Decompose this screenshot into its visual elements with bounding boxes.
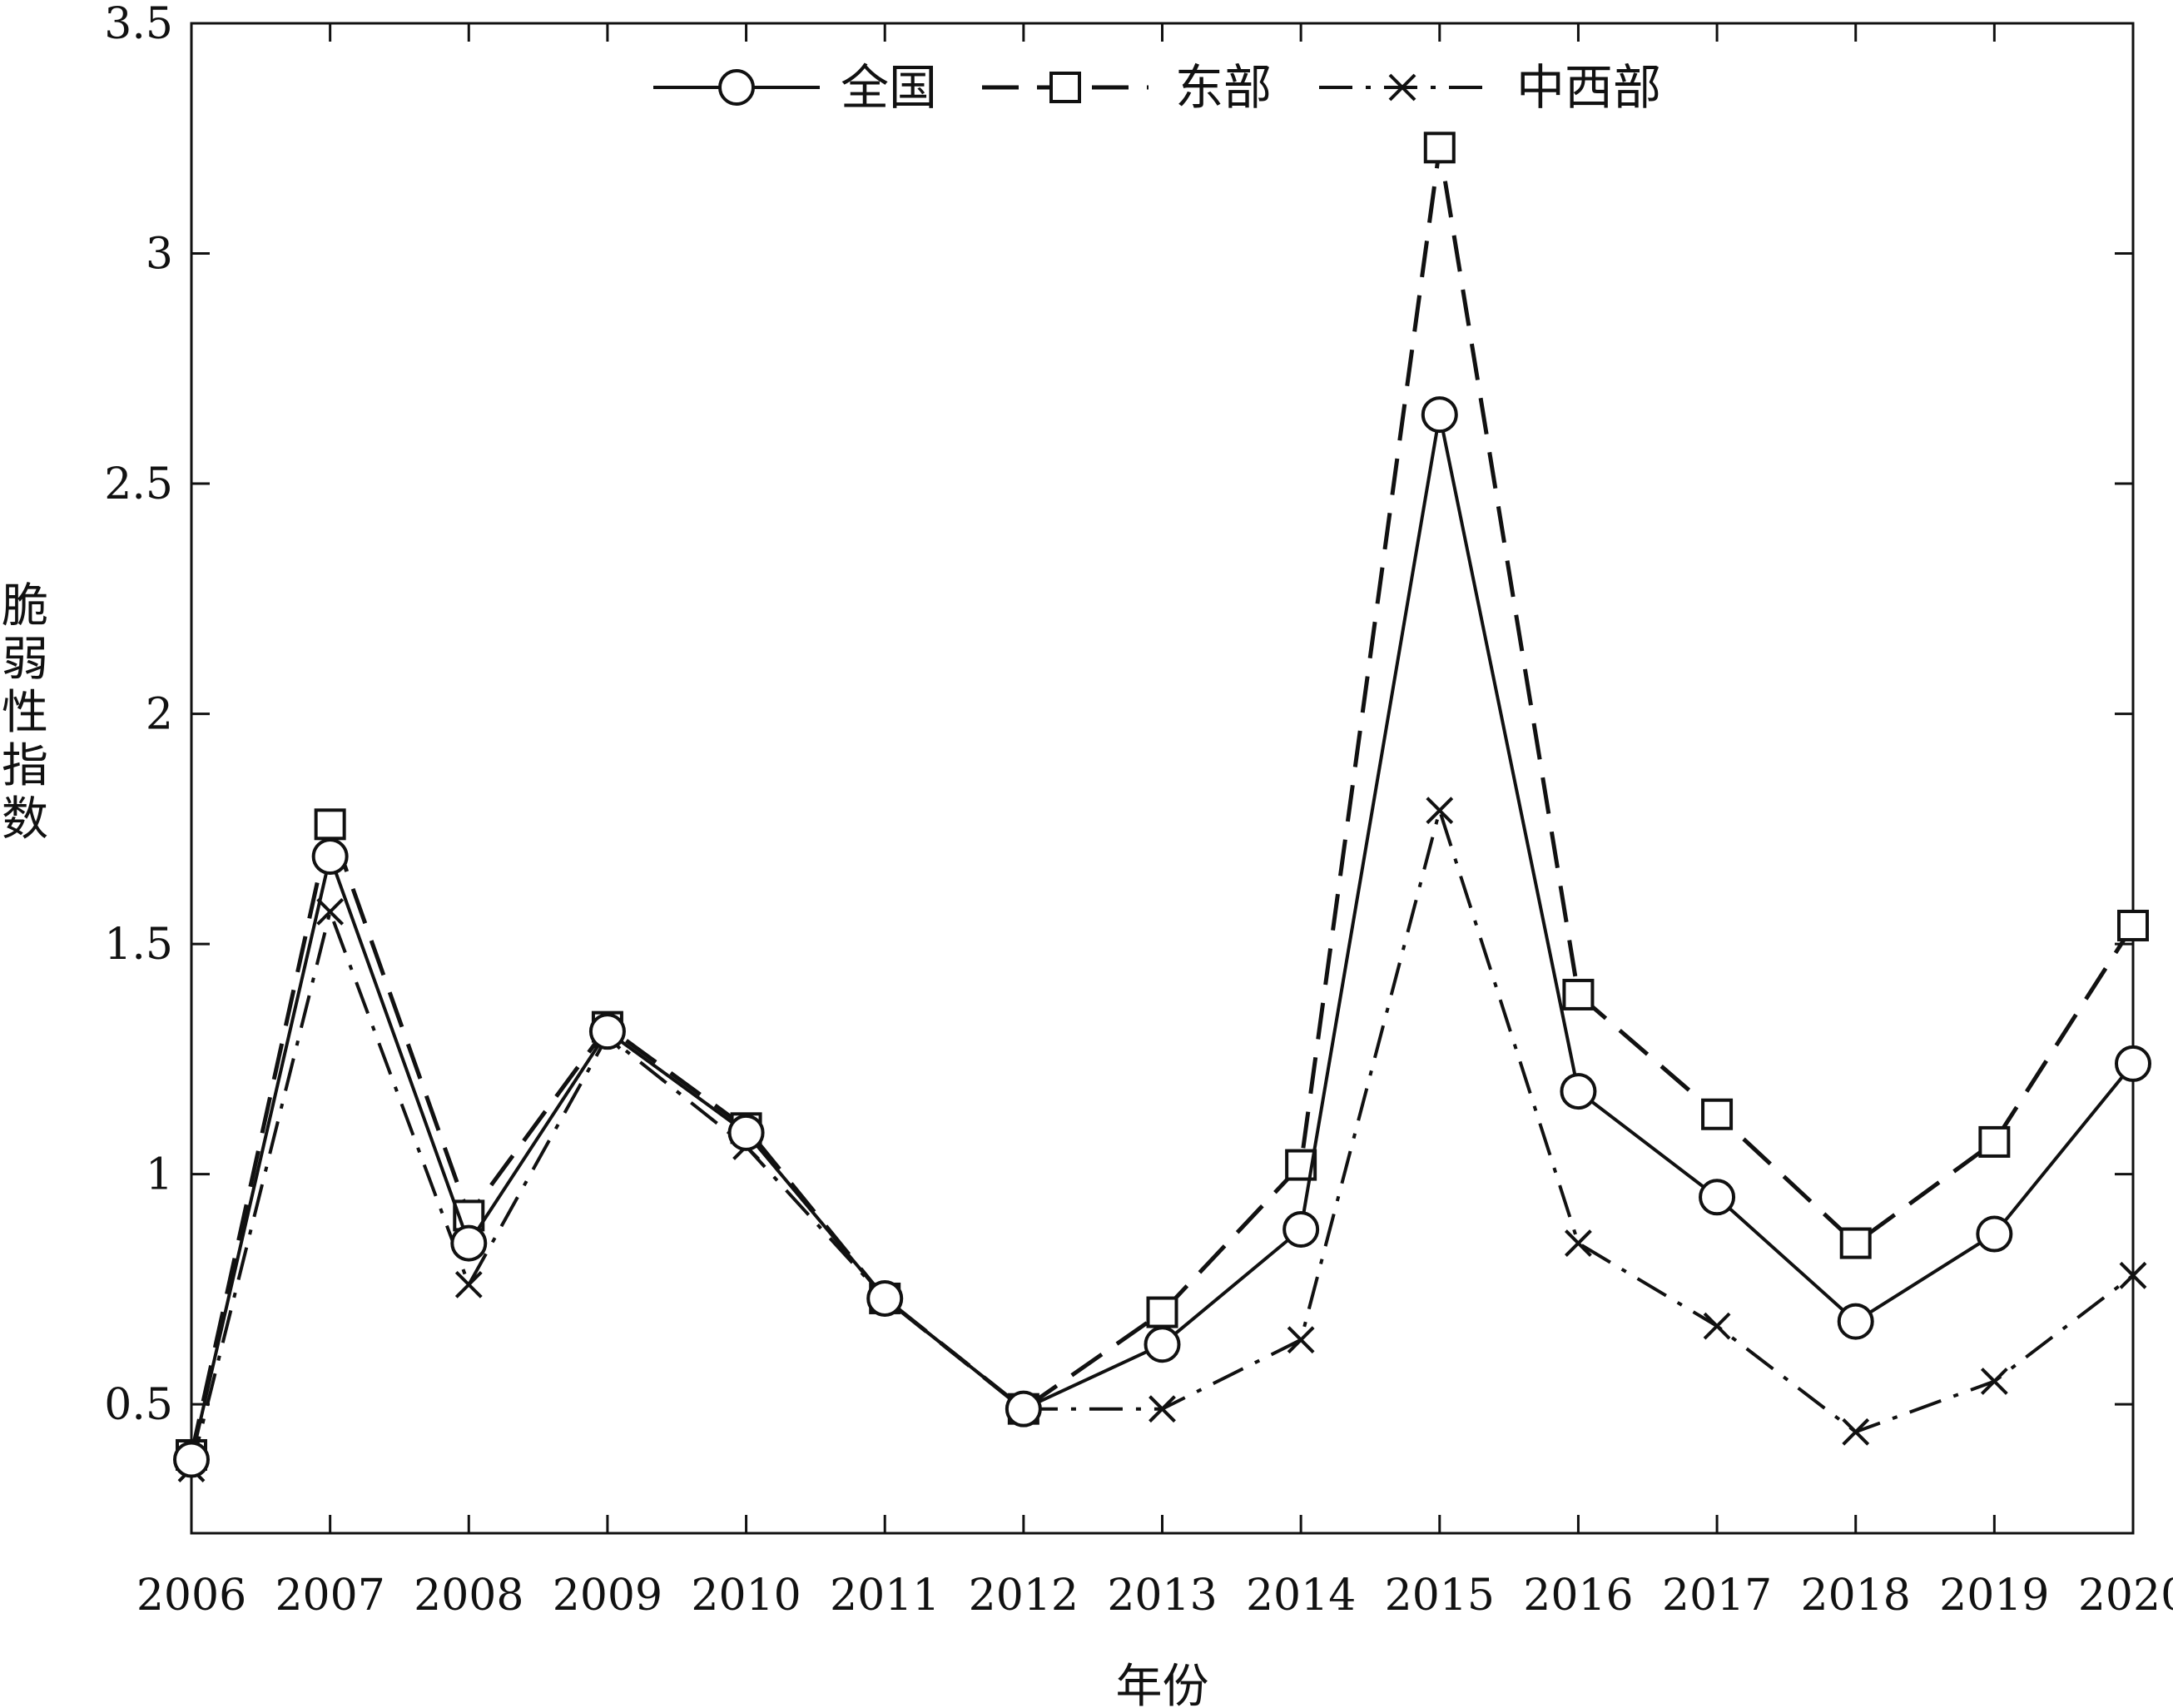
data-point-square xyxy=(1562,978,1595,1010)
data-point-circle xyxy=(1421,396,1458,434)
data-point-circle xyxy=(2115,1045,2151,1082)
x-tick-label: 2011 xyxy=(830,1571,940,1621)
data-point-cross xyxy=(1980,1368,2008,1395)
data-point-circle xyxy=(1144,1326,1181,1363)
x-axis-tick-labels: 2006 2007 2008 2009 2010 2011 2012 2013 2014 2015… xyxy=(136,1571,2173,1621)
y-tick-label: 2.5 xyxy=(104,459,173,509)
y-tick-label: 1 xyxy=(146,1150,173,1200)
y-axis-title-char: 脆 xyxy=(2,579,48,633)
data-point-circle xyxy=(173,1441,210,1478)
legend-marker-cross xyxy=(1388,73,1416,102)
y-axis-tick-labels: 0.5 1 1.5 2 2.5 3 3.5 xyxy=(104,0,173,1430)
legend-label: 全国 xyxy=(841,59,937,116)
data-point-square xyxy=(314,808,346,841)
y-tick-label: 3.5 xyxy=(104,0,173,49)
data-point-square xyxy=(1978,1125,2011,1158)
x-tick-label: 2017 xyxy=(1662,1571,1772,1621)
x-tick-label: 2012 xyxy=(969,1571,1079,1621)
data-point-cross xyxy=(1842,1418,1870,1446)
y-axis-title-char: 指 xyxy=(2,739,48,793)
legend-label: 东部 xyxy=(1175,59,1272,116)
legend-marker-square xyxy=(1049,72,1081,103)
data-point-cross xyxy=(1287,1326,1315,1354)
y-tick-label: 3 xyxy=(146,230,173,280)
data-point-cross xyxy=(2119,1261,2147,1289)
series-square xyxy=(176,132,2149,1471)
data-point-square xyxy=(1423,132,1456,164)
data-point-cross xyxy=(1149,1395,1176,1423)
y-axis-title: 脆弱性指数 xyxy=(2,579,48,847)
y-axis-title-char: 弱 xyxy=(2,633,48,687)
series-line xyxy=(190,808,2135,1470)
x-tick-label: 2016 xyxy=(1523,1571,1633,1621)
data-point-cross xyxy=(454,1270,483,1298)
data-point-square xyxy=(1146,1296,1178,1328)
x-tick-label: 2018 xyxy=(1801,1571,1911,1621)
series-circle xyxy=(173,396,2151,1478)
legend-marker-circle xyxy=(718,69,755,106)
legend-item-circle: 全国 xyxy=(653,59,937,116)
x-tick-label: 2009 xyxy=(553,1571,662,1621)
data-point-cross xyxy=(1565,1229,1592,1257)
data-point-circle xyxy=(1282,1210,1320,1248)
x-tick-label: 2013 xyxy=(1107,1571,1217,1621)
y-axis-title-char: 性 xyxy=(2,686,48,740)
data-point-circle xyxy=(311,838,349,876)
x-tick-label: 2007 xyxy=(275,1571,384,1621)
legend-item-cross: 中西部 xyxy=(1319,59,1661,116)
axis-ticks xyxy=(190,22,2135,1533)
data-point-circle xyxy=(1699,1179,1736,1216)
data-point-square xyxy=(1701,1098,1734,1130)
series-cross xyxy=(177,797,2147,1482)
x-tick-label: 2020 xyxy=(2078,1571,2173,1621)
data-point-cross xyxy=(1426,797,1454,825)
data-point-circle xyxy=(727,1114,765,1151)
x-tick-label: 2019 xyxy=(1939,1571,2049,1621)
data-point-circle xyxy=(1976,1215,2013,1253)
data-point-circle xyxy=(1837,1303,1874,1340)
legend-label: 中西部 xyxy=(1516,59,1661,116)
data-point-circle xyxy=(588,1013,626,1050)
legend-item-square: 东部 xyxy=(982,59,1272,116)
series-layer xyxy=(173,132,2151,1482)
y-tick-label: 1.5 xyxy=(104,920,173,970)
data-point-circle xyxy=(450,1224,488,1262)
x-tick-label: 2010 xyxy=(691,1571,801,1621)
x-tick-label: 2014 xyxy=(1246,1571,1356,1621)
y-tick-label: 2 xyxy=(146,690,173,740)
data-point-circle xyxy=(1560,1073,1597,1110)
y-axis-title-char: 数 xyxy=(2,792,48,847)
x-tick-label: 2015 xyxy=(1385,1571,1495,1621)
x-tick-label: 2008 xyxy=(414,1571,523,1621)
data-point-circle xyxy=(1005,1390,1042,1427)
x-tick-label: 2006 xyxy=(136,1571,246,1621)
data-point-square xyxy=(1839,1227,1872,1259)
data-point-square xyxy=(2117,909,2149,941)
legend: 全国 东部 中西部 xyxy=(653,59,1661,116)
y-tick-label: 0.5 xyxy=(104,1380,173,1430)
data-point-cross xyxy=(316,897,345,926)
data-point-circle xyxy=(866,1279,904,1317)
x-axis-title: 年份 xyxy=(1116,1660,1209,1708)
data-point-cross xyxy=(1703,1312,1731,1340)
